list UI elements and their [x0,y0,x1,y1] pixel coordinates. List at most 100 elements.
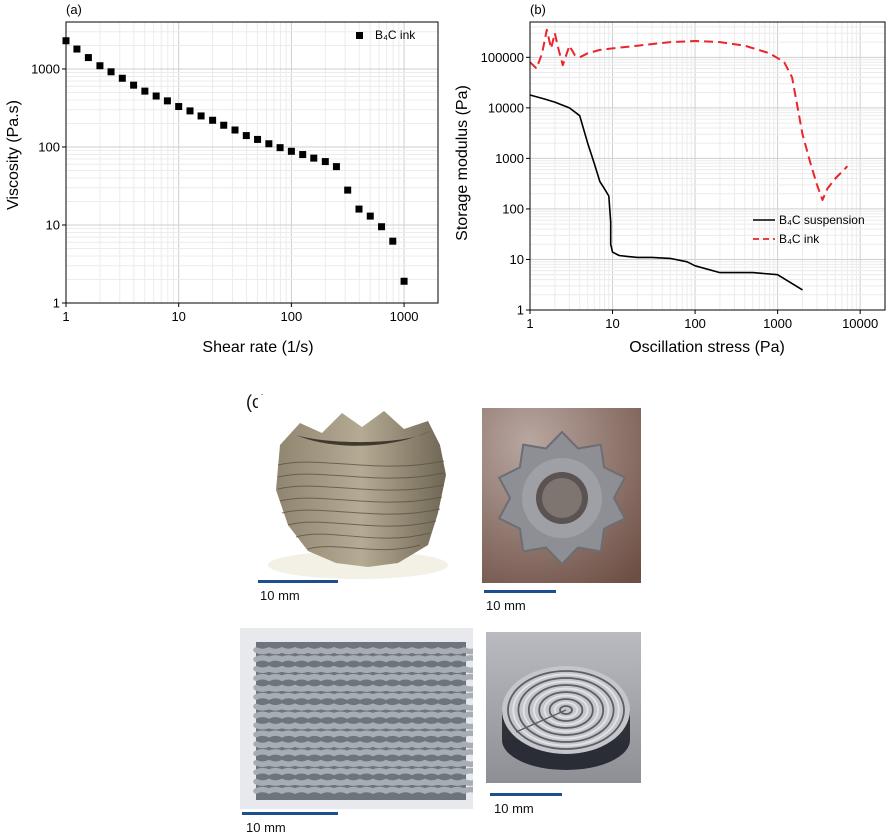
photo-spiral-disc [486,632,641,783]
chart-a-point [400,277,408,285]
chart-a-ytick-label: 100 [38,139,60,154]
chart-a-ticks: 1 10 100 1000 1 10 100 1000 [31,61,418,324]
chart-b-xtick-label: 100 [684,316,706,331]
chart-a-point [378,223,386,231]
chart-a-point [344,186,352,194]
chart-a-point [389,237,397,245]
legend-label-ink: B₄C ink [779,232,820,246]
chart-a-xtick-label: 1000 [390,309,419,324]
spiral-ring [533,687,599,733]
chart-a-point [231,126,239,134]
chart-a-point [366,212,374,220]
spiral-seam [515,709,567,733]
chart-a-point [197,112,205,120]
y-axis-label-b: Storage modulus (Pa) [454,85,471,241]
chart-a-grid [65,21,439,304]
chart-a-ytick-label: 1000 [31,61,60,76]
spiral-ring [548,698,584,722]
scale-label-3: 10 mm [246,820,286,835]
photo-gear-top-view [482,408,641,583]
spiral-ring [522,680,610,740]
chart-a-point [186,107,194,115]
spiral-ring [527,684,605,736]
chart-b-ytick-label: 1000 [495,151,524,166]
panel-label-b: (b) [530,2,546,17]
legend-label-suspension: B₄C suspension [779,213,865,227]
chart-a-xtick-label: 1 [62,309,69,324]
chart-a-point [118,74,126,82]
spiral-ring [512,673,620,747]
chart-b-marks [529,28,849,291]
photo-lattice-block [240,628,473,809]
chart-b-xtick-label: 1000 [763,316,792,331]
spiral-ring [559,705,573,715]
chart-a-ytick-label: 10 [46,217,60,232]
chart-b-ytick-label: 100 [502,201,524,216]
chart-a-point [254,135,262,143]
lattice-layer [253,749,473,757]
lattice-layer [253,740,473,749]
legend-marker-square [356,32,363,39]
panel-label-a: (a) [66,2,82,17]
chart-a-frame [65,21,439,304]
chart-a-legend: B₄C ink [356,28,416,42]
chart-a-point [73,45,81,53]
chart-b-grid [529,21,886,311]
chart-a-xtick-label: 10 [171,309,185,324]
chart-a-point [299,151,307,159]
chart-b-series-line-1 [529,94,803,291]
x-axis-label-a: Shear rate (1/s) [202,339,313,356]
chart-a-point [209,116,217,124]
lattice-layer [253,722,473,730]
chart-a-point [130,81,138,89]
chart-a-point [220,121,228,129]
chart-b-xtick-label: 10000 [842,316,878,331]
lattice-layer [253,759,473,768]
chart-a-point [265,140,273,148]
chart-b: (b) 1 10 100 1000 10000 1 10 100 1000 10000 100000… [454,2,886,356]
chart-b-series-line-2 [529,28,849,201]
chart-a-point [310,154,318,162]
lattice-layer [253,767,473,776]
chart-a: (a) 1 10 100 1000 1 10 100 1000 B₄C ink Shear r… [5,2,439,356]
lattice-layer [253,778,473,786]
lattice-layer [253,692,473,701]
spiral-ring [538,691,594,729]
chart-a-point [96,62,104,70]
scale-bar-4 [490,793,562,796]
chart-a-point [355,205,363,213]
lattice-layer [253,730,473,738]
chart-a-point [242,132,250,140]
chart-b-frame [529,21,886,311]
legend-label-b4c-ink: B₄C ink [375,28,416,42]
spiral-rings [507,670,625,750]
chart-b-ytick-label: 1 [517,303,524,318]
y-axis-label-a: Viscosity (Pa.s) [5,100,22,210]
chart-a-point [332,163,340,171]
lattice-layer [253,703,473,711]
chart-a-marks [62,37,408,285]
scale-label-2: 10 mm [486,598,526,613]
chart-a-point [152,92,160,100]
chart-a-point [141,87,149,95]
chart-b-ytick-label: 10 [510,252,524,267]
chart-a-ytick-label: 1 [53,296,60,311]
chart-a-point [276,144,284,152]
lattice-layer [253,673,473,682]
lattice-layer [253,646,473,655]
chart-b-xtick-label: 1 [526,316,533,331]
spiral-ring [553,701,579,719]
scale-bar-2 [484,590,556,593]
x-axis-label-b: Oscillation stress (Pa) [629,339,785,356]
chart-a-point [107,68,115,76]
chart-a-point [287,147,295,155]
scale-label-4: 10 mm [494,801,534,816]
chart-b-ytick-label: 10000 [488,100,524,115]
spiral-ring [507,670,625,750]
lattice-layers [253,646,473,795]
photo-helical-gear [258,395,460,585]
chart-b-legend: B₄C suspension B₄C ink [753,213,865,246]
lattice-layer [253,665,473,674]
chart-a-point [84,54,92,62]
chart-b-ytick-label: 100000 [481,50,524,65]
